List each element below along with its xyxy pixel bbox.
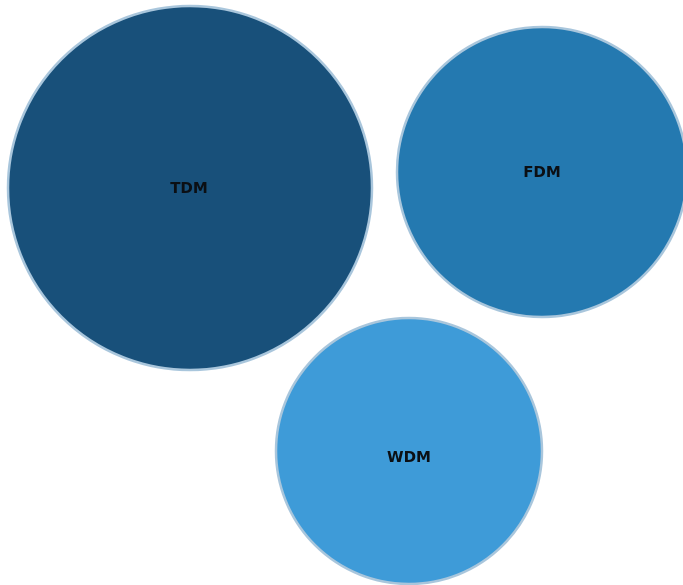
bubble-fdm: FDM — [395, 25, 683, 319]
bubble-tdm-label: TDM — [170, 179, 208, 197]
bubble-tdm: TDM — [6, 4, 374, 372]
bubble-fdm-circle — [395, 25, 683, 319]
bubble-fdm-label: FDM — [523, 163, 561, 181]
bubble-wdm-label: WDM — [387, 448, 431, 466]
bubble-tdm-circle — [6, 4, 374, 372]
bubble-wdm: WDM — [274, 316, 544, 585]
bubble-wdm-circle — [274, 316, 544, 585]
